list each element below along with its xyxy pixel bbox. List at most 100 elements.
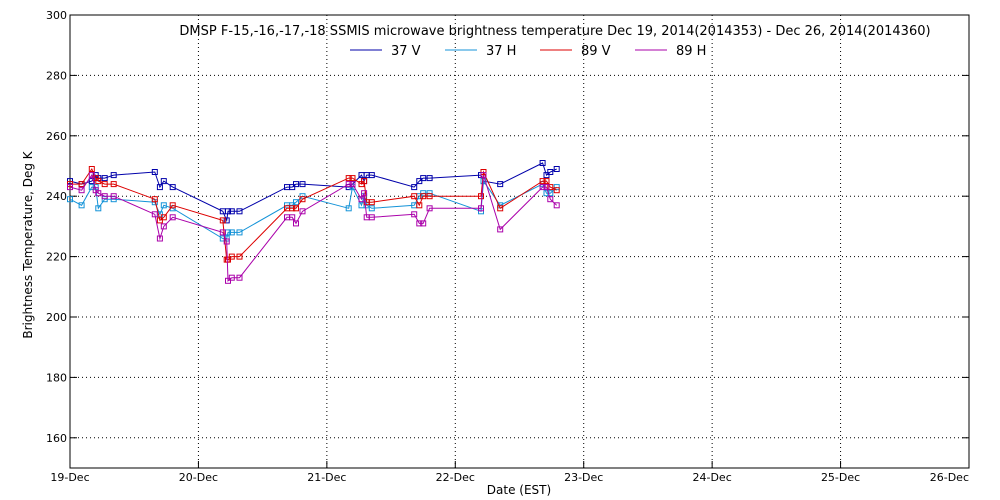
- data-point: [67, 184, 73, 191]
- series-group: [67, 160, 560, 284]
- data-point: [426, 175, 433, 182]
- data-point: [160, 202, 167, 209]
- data-point: [160, 223, 167, 230]
- data-point: [219, 217, 226, 224]
- data-point: [225, 277, 231, 284]
- data-point: [110, 193, 117, 200]
- series-89-v: [67, 166, 560, 263]
- data-point: [553, 184, 560, 191]
- data-point: [478, 193, 484, 200]
- data-point: [543, 178, 550, 185]
- data-point: [101, 181, 108, 188]
- legend: 37 V 37 H 89 V 89 H: [350, 44, 706, 59]
- y-axis-title: Brightness Temperature, Deg K: [21, 150, 35, 338]
- data-point: [78, 187, 85, 194]
- data-point: [543, 184, 550, 191]
- data-point: [156, 217, 163, 224]
- data-point: [95, 190, 102, 197]
- x-tick-label: 22-Dec: [436, 471, 475, 484]
- data-point: [293, 205, 299, 212]
- data-point: [169, 202, 176, 209]
- data-point: [101, 175, 108, 182]
- data-point: [553, 166, 560, 172]
- data-point: [411, 211, 418, 218]
- data-point: [368, 199, 375, 206]
- data-point: [236, 274, 243, 281]
- data-point: [293, 199, 299, 206]
- y-tick-label: 160: [46, 432, 67, 445]
- data-point: [411, 193, 418, 200]
- data-point: [368, 214, 375, 221]
- data-point: [160, 178, 167, 185]
- data-point: [110, 181, 117, 188]
- data-point: [416, 202, 423, 209]
- data-point: [478, 205, 484, 212]
- x-tick-label: 19-Dec: [50, 471, 89, 484]
- data-point: [236, 229, 243, 236]
- data-point: [349, 181, 356, 188]
- data-point: [426, 193, 433, 200]
- data-point: [299, 181, 306, 188]
- data-point: [223, 238, 230, 245]
- data-point: [88, 172, 95, 179]
- data-point: [78, 202, 85, 209]
- y-tick-label: 180: [46, 371, 67, 384]
- data-point: [416, 220, 423, 227]
- data-point: [553, 202, 560, 209]
- legend-label: 89 V: [581, 44, 611, 59]
- data-point: [67, 196, 73, 203]
- data-point: [228, 229, 235, 236]
- data-point: [539, 184, 546, 191]
- data-point: [547, 169, 554, 175]
- data-point: [553, 187, 560, 194]
- data-point: [151, 211, 158, 218]
- data-point: [228, 274, 235, 281]
- data-point: [236, 253, 243, 260]
- data-point: [236, 208, 243, 215]
- data-point: [293, 220, 299, 227]
- data-point: [345, 205, 352, 212]
- data-point: [361, 178, 368, 185]
- data-point: [225, 208, 231, 215]
- y-tick-label: 280: [46, 69, 67, 82]
- data-point: [480, 172, 487, 179]
- data-point: [420, 220, 427, 227]
- x-tick-label: 25-Dec: [821, 471, 860, 484]
- y-tick-label: 240: [46, 190, 67, 203]
- data-point: [293, 181, 299, 188]
- y-tick-label: 260: [46, 130, 67, 143]
- data-point: [539, 160, 546, 166]
- data-point: [349, 175, 356, 182]
- data-point: [420, 193, 427, 200]
- data-point: [95, 205, 102, 212]
- legend-label: 37 V: [391, 44, 421, 59]
- y-tick-label: 220: [46, 251, 67, 264]
- x-axis-title: Date (EST): [487, 483, 551, 497]
- data-point: [497, 205, 504, 212]
- data-point: [223, 217, 230, 224]
- data-point: [160, 214, 167, 221]
- data-point: [345, 175, 352, 182]
- data-point: [426, 205, 433, 212]
- data-point: [361, 190, 368, 197]
- data-point: [299, 196, 306, 203]
- data-point: [151, 196, 158, 203]
- data-point: [497, 226, 504, 233]
- x-tick-label: 23-Dec: [564, 471, 603, 484]
- data-point: [543, 172, 550, 179]
- y-axis: 160 180 200 220 240 260 280 300: [46, 9, 969, 445]
- data-point: [78, 181, 85, 188]
- y-tick-label: 200: [46, 311, 67, 324]
- data-point: [228, 208, 235, 215]
- data-point: [156, 184, 163, 191]
- chart-title: DMSP F-15,-16,-17,-18 SSMIS microwave br…: [179, 24, 930, 39]
- x-tick-label: 20-Dec: [179, 471, 218, 484]
- data-point: [547, 190, 554, 197]
- data-point: [345, 181, 352, 188]
- data-point: [289, 214, 296, 221]
- series-line: [69, 173, 558, 282]
- data-point: [289, 205, 296, 212]
- data-point: [547, 196, 554, 203]
- data-point: [539, 178, 546, 185]
